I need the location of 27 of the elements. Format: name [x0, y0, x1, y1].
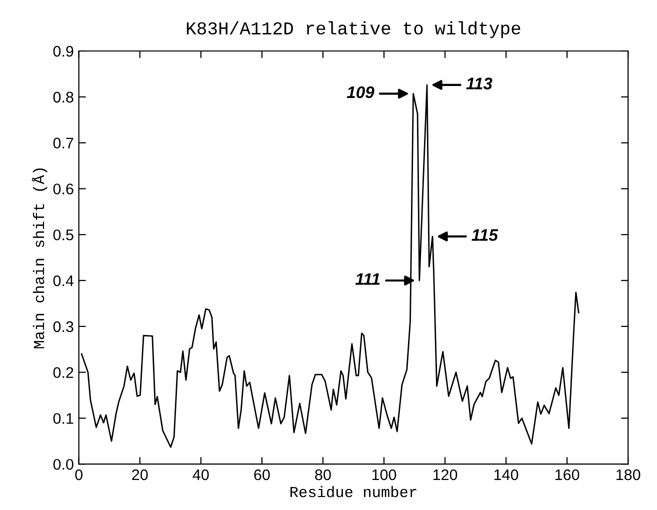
x-tick-label: 140 [494, 469, 518, 480]
annotation: 115 [472, 229, 498, 241]
x-tick-label: 80 [315, 469, 331, 480]
y-tick-label: 0.7 [53, 138, 74, 148]
annotation: 109 [346, 86, 374, 98]
y-tick-label: 0.2 [53, 367, 74, 378]
x-tick-label: 160 [555, 469, 580, 480]
x-tick-label: 40 [192, 469, 209, 480]
y-tick-label: 0.9 [53, 46, 74, 57]
x-tick-label: 100 [372, 469, 396, 480]
y-tick-label: 0.0 [53, 458, 74, 470]
x-axis-title: Residue number [290, 486, 416, 498]
y-tick-label: 0.5 [53, 229, 74, 240]
x-tick-label: 0 [75, 469, 82, 480]
chart-title: K83H/A112D relative to wildtype [186, 21, 520, 38]
y-tick-label: 0.1 [53, 413, 74, 424]
y-tick-label: 0.8 [53, 92, 74, 103]
x-tick-label: 60 [254, 469, 270, 480]
annotation: 113 [466, 78, 492, 90]
y-axis-title: Main chain shift (Å) [32, 168, 48, 348]
x-tick-label: 180 [616, 469, 640, 480]
y-tick-label: 0.6 [53, 184, 74, 194]
y-tick-label: 0.4 [53, 275, 74, 286]
x-tick-label: 20 [132, 469, 148, 480]
x-tick-label: 120 [433, 469, 458, 480]
annotation: 111 [355, 273, 380, 285]
y-tick-label: 0.3 [53, 321, 74, 332]
